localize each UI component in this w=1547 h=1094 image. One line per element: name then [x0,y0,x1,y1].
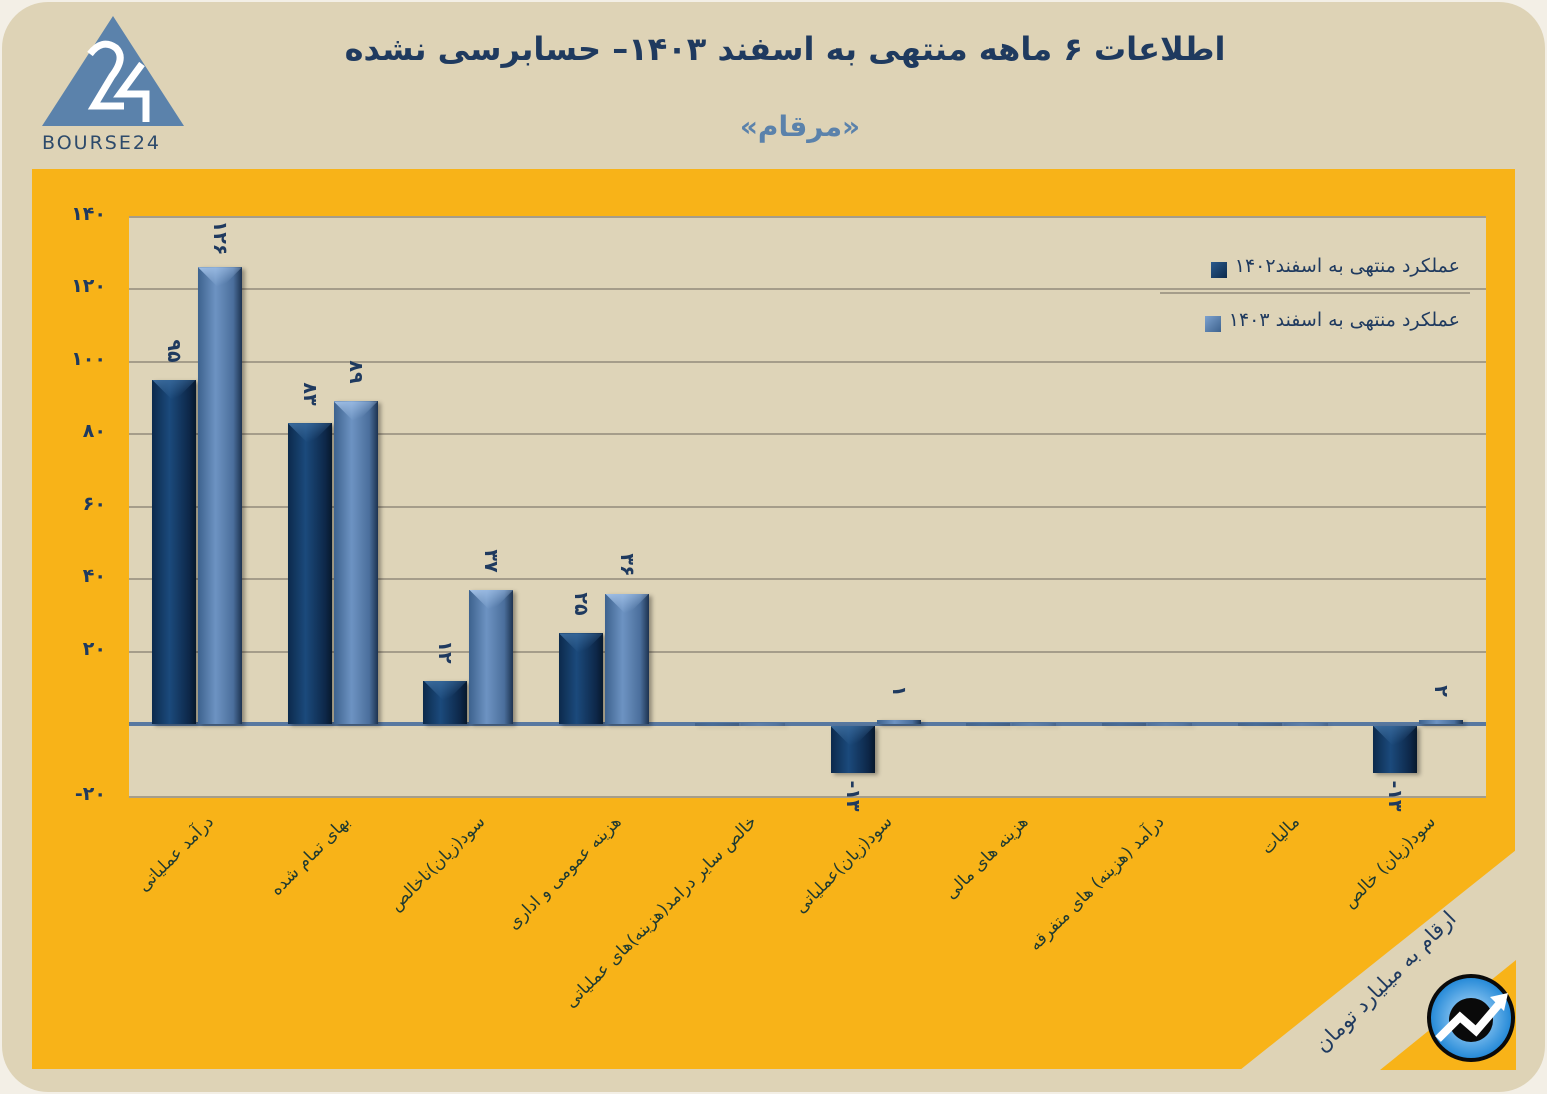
data-label: ۸۳ [298,382,321,406]
legend: عملکرد منتهی به اسفند۱۴۰۲ عملکرد منتهی ب… [1160,240,1470,346]
bar-1403 [1012,723,1057,726]
bar-1403 [605,593,650,724]
bar-1402 [966,723,1011,726]
bar-bevel [559,633,604,656]
gridline [129,215,1486,218]
legend-label: عملکرد منتهی به اسفند۱۴۰۲ [1234,255,1460,277]
bar-bevel [198,267,242,290]
bar-1402 [694,723,739,726]
data-label: ۹۵ [163,339,185,363]
data-label: ۱ [887,685,910,697]
y-tick-label: -۲۰ [74,782,106,805]
data-label: ۸۹ [344,360,367,384]
bar-1403 [1283,723,1328,726]
gridline [129,650,1486,653]
legend-item-1403: عملکرد منتهی به اسفند ۱۴۰۳ [1160,294,1460,346]
data-label: ۱۲ [434,639,457,664]
data-label: ۳۷ [480,549,503,573]
y-tick-label: ۱۰۰ [71,347,106,370]
gridline [129,433,1486,435]
y-tick-label: ۱۲۰ [71,275,106,297]
legend-item-1402: عملکرد منتهی به اسفند۱۴۰۲ [1160,240,1460,292]
legend-swatch-1402 [1210,262,1227,278]
gridline [129,505,1486,508]
legend-divider [1160,292,1470,294]
bar-bevel [605,593,650,616]
y-tick-label: ۸۰ [82,420,106,442]
data-label: ۲۵ [570,592,593,616]
chart-subtitle: «مرقام» [739,110,861,143]
bar-1402 [1237,723,1282,726]
gridline [129,795,1486,798]
legend-label: عملکرد منتهی به اسفند ۱۴۰۳ [1228,309,1460,331]
data-label: -۱۳ [841,780,864,812]
bar-bevel [423,680,468,703]
bar-1402 [287,423,332,724]
bar-1402 [152,379,196,724]
y-tick-label: ۱۴۰ [71,202,106,225]
data-label: ۱۲۶ [209,220,231,256]
bar-1402 [830,726,875,774]
bar-bevel [1373,726,1418,748]
chart-title: اطلاعات ۶ ماهه منتهی به اسفند ۱۴۰۳– حساب… [344,30,1226,68]
gridline [129,578,1486,580]
gridline [129,360,1486,363]
bar-1402 [1101,723,1146,726]
bourse24-logo-icon [42,16,184,126]
zero-axis-line [129,722,1486,726]
bar-1403 [198,267,242,724]
legend-swatch-1403 [1204,316,1221,332]
bar-bevel [287,423,332,446]
bar-1403 [1419,720,1464,724]
bar-1403 [740,723,785,726]
bar-1403 [333,401,378,724]
data-label: -۱۳ [1384,780,1407,812]
bar-1402 [423,680,468,724]
bar-1403 [876,720,921,724]
bar-1402 [1373,726,1418,774]
data-label: ۳۶ [616,552,639,577]
data-label: ۲ [1430,685,1453,697]
bar-bevel [830,726,875,748]
gridline [129,288,1486,290]
bar-1402 [559,633,604,724]
bar-1403 [469,589,514,724]
logo-text: BOURSE24 [42,132,162,154]
bar-bevel [333,401,378,424]
bar-bevel [469,589,514,612]
bar-bevel [152,379,196,402]
y-tick-label: ۶۰ [82,492,106,515]
trend-up-icon [1427,974,1515,1062]
y-tick-label: ۲۰ [82,637,106,660]
bar-1403 [1147,723,1192,726]
y-tick-label: ۴۰ [82,565,106,587]
